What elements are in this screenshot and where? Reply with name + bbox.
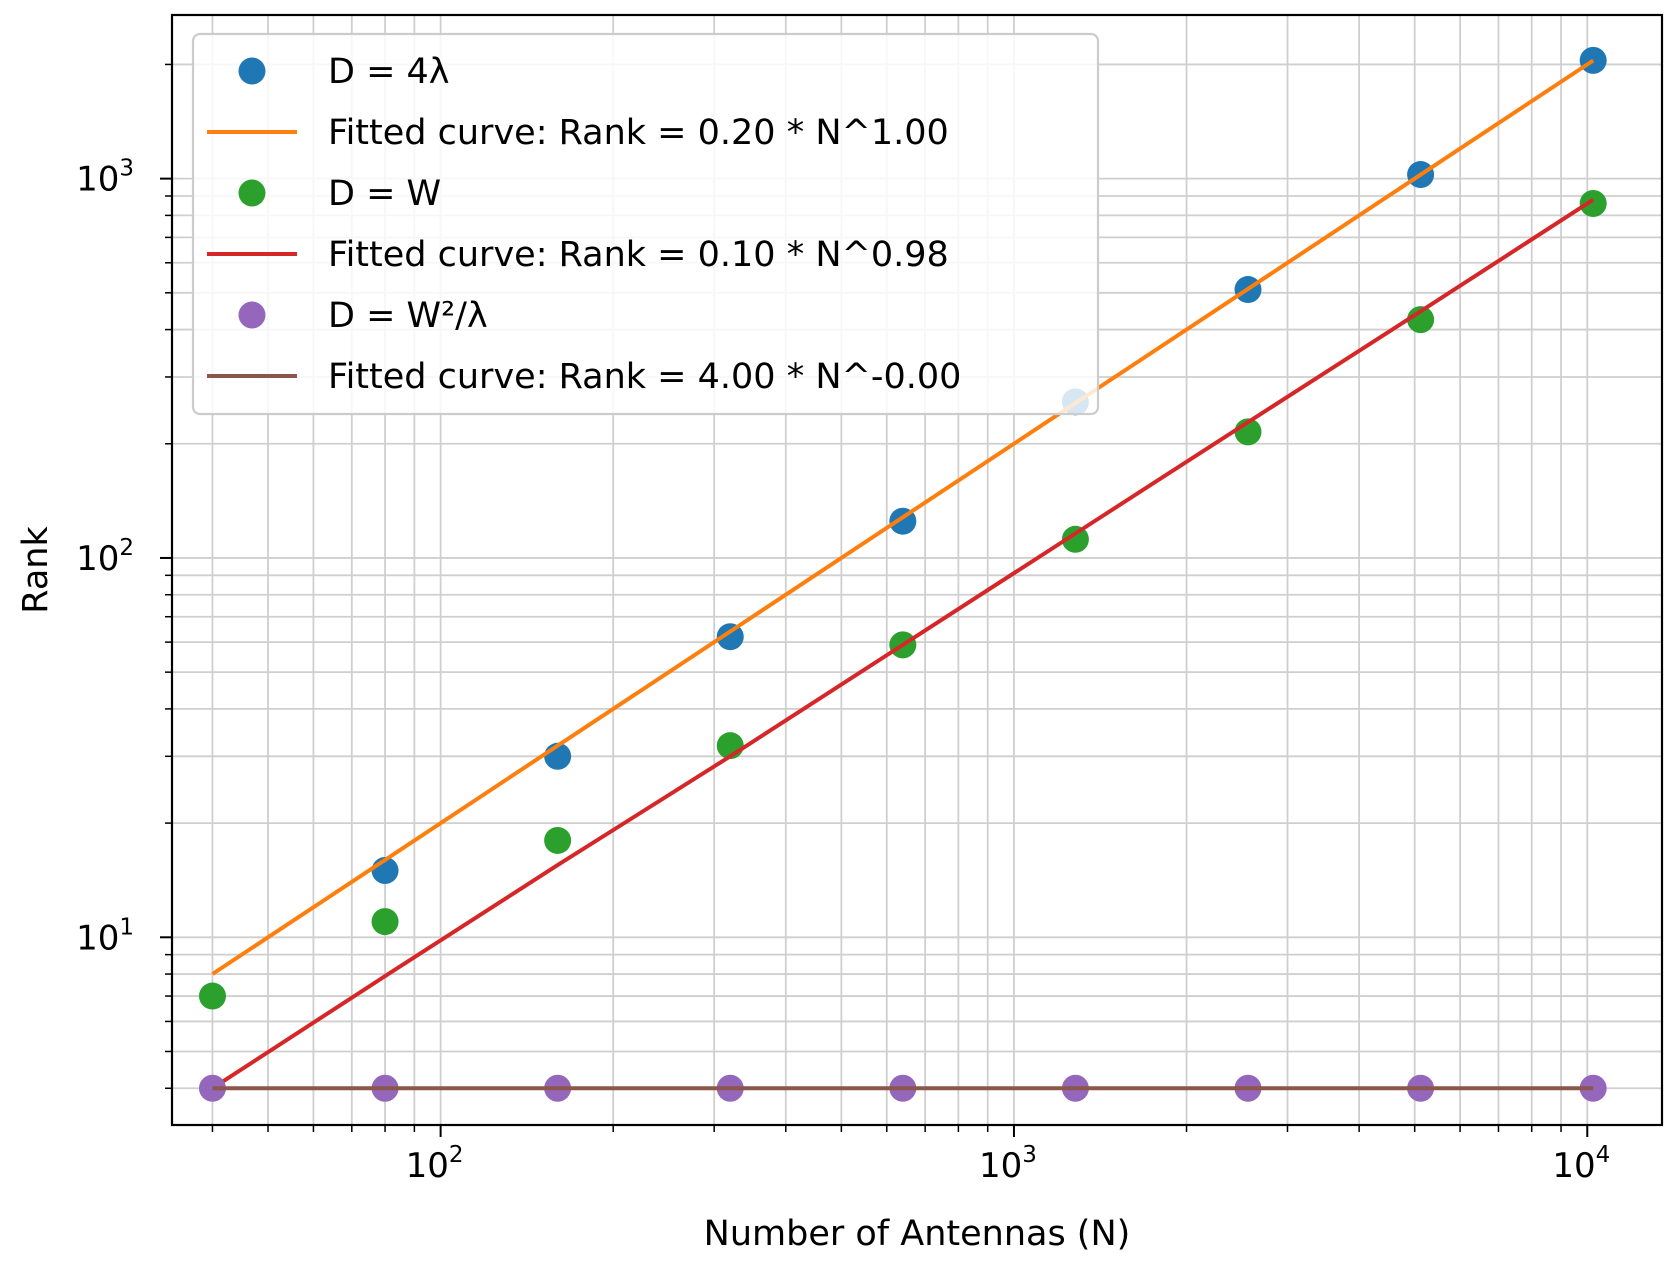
data-point xyxy=(1579,189,1607,217)
data-point xyxy=(716,623,744,651)
legend-item: D = W²/λ xyxy=(238,296,488,336)
legend-point-marker xyxy=(238,179,266,207)
legend-item: Fitted curve: Rank = 0.20 * N^1.00 xyxy=(207,113,949,153)
legend-item: D = 4λ xyxy=(238,52,450,92)
legend-label: D = W xyxy=(328,174,441,214)
legend-label: Fitted curve: Rank = 0.10 * N^0.98 xyxy=(328,235,949,275)
series-3 xyxy=(211,198,1595,1090)
fitted-curve-line xyxy=(211,58,1595,976)
series-2 xyxy=(198,189,1607,1010)
data-point xyxy=(1579,46,1607,74)
legend-label: D = W²/λ xyxy=(328,296,488,336)
legend-point-marker xyxy=(238,301,266,329)
data-point xyxy=(371,908,399,936)
x-axis-label: Number of Antennas (N) xyxy=(704,1214,1131,1254)
x-tick-label: 102 xyxy=(406,1142,464,1186)
data-point xyxy=(1407,306,1435,334)
data-point xyxy=(544,826,572,854)
legend-box xyxy=(191,32,1100,416)
legend-label: D = 4λ xyxy=(328,52,450,92)
legend-item: Fitted curve: Rank = 4.00 * N^-0.00 xyxy=(207,357,961,397)
legend: D = 4λ Fitted curve: Rank = 0.20 * N^1.00… xyxy=(191,32,1100,416)
fitted-curve-line xyxy=(211,198,1595,1090)
data-point xyxy=(198,1074,226,1102)
legend-point-marker xyxy=(238,57,266,85)
data-point xyxy=(198,982,226,1010)
plot-series xyxy=(198,46,1607,1102)
legend-item: Fitted curve: Rank = 0.10 * N^0.98 xyxy=(207,235,949,275)
plot-frame xyxy=(170,13,1664,1127)
legend-label: Fitted curve: Rank = 0.20 * N^1.00 xyxy=(328,113,949,153)
y-axis-label: Rank xyxy=(16,526,56,614)
legend-item: D = W xyxy=(238,174,441,214)
data-point xyxy=(1061,525,1089,553)
series-1 xyxy=(211,58,1595,976)
legend-label: Fitted curve: Rank = 4.00 * N^-0.00 xyxy=(328,357,961,397)
